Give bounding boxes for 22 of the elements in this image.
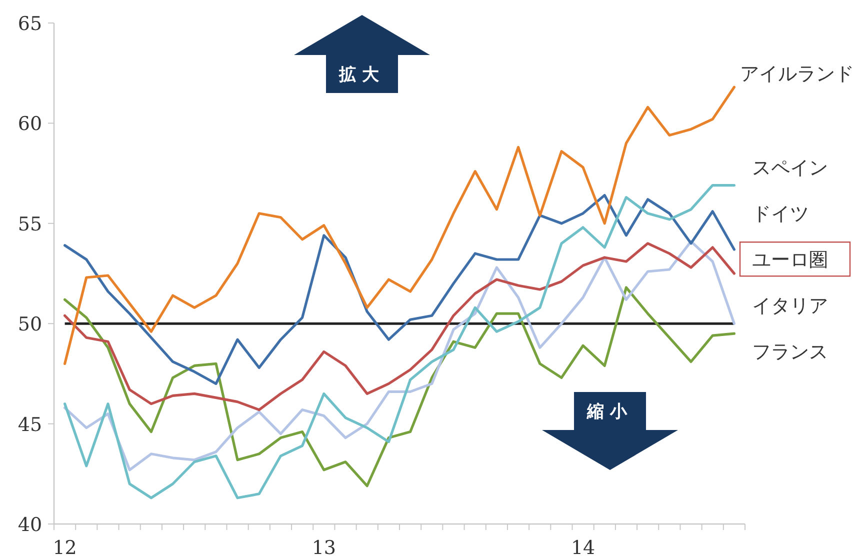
x-tick-label: 12 (52, 537, 77, 558)
y-tick-label: 55 (18, 213, 42, 236)
annotation: 拡大 (338, 65, 385, 85)
y-tick-label: 45 (18, 414, 42, 436)
line-series (64, 86, 736, 365)
y-tick-label: 65 (18, 13, 42, 35)
series-label: アイルランド (740, 63, 854, 86)
y-tick-label: 60 (18, 113, 42, 136)
series-label: フランス (752, 341, 828, 364)
y-tick-label: 40 (18, 514, 42, 536)
x-tick-label: 13 (312, 537, 336, 558)
series-label: イタリア (752, 295, 828, 318)
x-tick-label: 14 (570, 537, 596, 558)
series-label: ドイツ (752, 203, 809, 226)
series-label: スペイン (752, 157, 828, 180)
line-series (64, 240, 736, 472)
y-tick-label: 50 (18, 314, 42, 336)
line-series (64, 194, 736, 385)
line-series (64, 184, 736, 500)
annotation: 縮小 (586, 402, 633, 422)
line-series (64, 286, 736, 488)
series-label: ユーロ圏 (752, 249, 828, 272)
